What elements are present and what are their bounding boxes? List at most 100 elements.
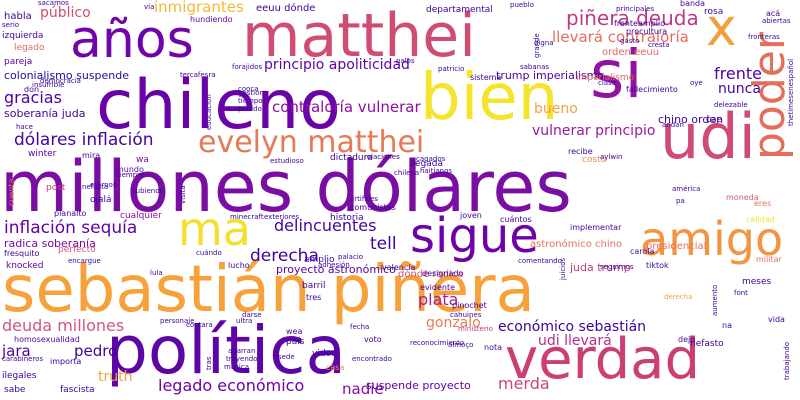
word-presidencial: presidencial: [646, 242, 706, 252]
word-truth: truth: [98, 370, 132, 384]
word-implementar: implementar: [570, 224, 621, 232]
word-via: vía: [144, 4, 154, 11]
word-frente: frente: [714, 66, 762, 82]
word-delezable: delezable: [714, 102, 748, 109]
word-comunistas: comunistas: [350, 204, 396, 212]
word-artifices: artifices: [350, 196, 378, 203]
word-ojala: ojalá: [90, 196, 112, 205]
word-sabanas: sabanas: [520, 64, 549, 71]
word-agarran: agarran: [228, 348, 255, 355]
word-hace: hace: [16, 124, 33, 131]
word-legado-economico: legado económico: [158, 378, 304, 394]
word-oye: oye: [690, 80, 703, 87]
word-seguimos: seguimos: [600, 264, 634, 271]
word-anos: años: [70, 14, 194, 66]
word-tres: tres: [306, 294, 321, 302]
word-fascista: fascista: [60, 386, 95, 395]
word-video: video: [312, 350, 337, 359]
word-font: font: [734, 290, 748, 297]
word-perfecto: perfecto: [58, 246, 96, 255]
word-joven: joven: [460, 212, 482, 220]
word-abiertas: abiertas: [762, 18, 791, 25]
word-barril: barril: [302, 282, 325, 291]
word-deuda-millones: deuda millones: [2, 318, 124, 334]
word-sacamos: sacamos: [38, 0, 69, 7]
word-cuantos: cuántos: [500, 216, 532, 224]
word-almoco: almoço: [448, 342, 473, 349]
word-ministerio: ministerio: [458, 326, 493, 333]
word-derecha-small: derecha: [664, 294, 692, 301]
word-haitianos: haitianos: [420, 168, 452, 175]
word-orden-eeuu: orden eeuu: [602, 48, 659, 58]
word-voto: voto: [364, 336, 382, 344]
word-nefasto: nefasto: [690, 340, 724, 349]
word-palacio: palacio: [338, 254, 363, 261]
word-fresquito: fresquito: [4, 250, 39, 258]
word-post: post: [46, 184, 65, 193]
word-importa: importa: [50, 358, 81, 366]
word-sede: sede: [278, 354, 295, 361]
word-politica: política: [106, 318, 346, 384]
word-dolares-inflacion: dólares inflación: [14, 132, 154, 149]
word-bueno: bueno: [534, 102, 578, 116]
word-fallecimiento: fallecimiento: [626, 86, 678, 94]
word-carabineros: carabineros: [2, 356, 43, 363]
word-valencia: valencia: [382, 264, 415, 272]
word-carola: carola: [630, 248, 654, 256]
word-democracia: democracia: [40, 78, 81, 85]
word-nunca: nunca: [718, 82, 761, 96]
word-contraloria-vulnerar: contraloría vulnerar: [272, 100, 421, 115]
word-pueblo: pueblo: [510, 2, 534, 9]
word-serio: serio: [2, 22, 19, 29]
word-adhesion: adhesión: [318, 262, 350, 269]
word-fronteras: fronteras: [748, 34, 780, 41]
word-cuenta: cuenta: [8, 179, 16, 207]
word-ultra: ultra: [236, 318, 252, 325]
word-calidad: calidad: [746, 216, 775, 224]
word-minecraft: minecraft: [230, 214, 264, 221]
word-lula: lula: [150, 270, 163, 277]
word-wea: wea: [286, 328, 302, 336]
word-palos: palos: [396, 58, 415, 65]
word-trabajando: trabajando: [784, 342, 791, 380]
word-personaje: personaje: [160, 318, 195, 325]
word-educacion: educación: [206, 94, 213, 130]
word-wa: wa: [136, 156, 149, 165]
word-casa: casa: [326, 364, 344, 372]
word-astronomico-chino: astronómico chino: [530, 240, 622, 250]
word-exteriores: exteriores: [264, 214, 299, 221]
word-cuando: cuándo: [196, 250, 222, 257]
word-vulnerar-principio: vulnerar principio: [532, 124, 655, 138]
word-rosa: rosa: [704, 8, 723, 17]
word-tell: tell: [370, 236, 397, 253]
word-militar: militar: [756, 256, 782, 264]
word-principales: principales: [616, 6, 654, 13]
word-historia: historia: [330, 214, 364, 223]
word-sabe: sabe: [4, 386, 25, 395]
word-inmigrantes: inmigrantes: [154, 0, 244, 15]
word-cahuines: cahuines: [450, 312, 481, 319]
word-tiempo: tiempo: [238, 98, 263, 105]
word-hundiendo: hundiendo: [190, 16, 232, 24]
word-cresta: cresta: [648, 42, 670, 49]
word-thetimesenespanol: thetimesenespañol: [788, 59, 795, 126]
word-banda: banda: [680, 0, 705, 8]
word-digna: digna: [534, 40, 554, 47]
word-mira: mira: [82, 152, 100, 160]
word-pinochet: pinochet: [452, 302, 487, 310]
word-publico: público: [40, 6, 91, 20]
word-clase: clase: [598, 80, 616, 87]
word-subiendo: subiendo: [132, 188, 164, 195]
word-musica: musica: [224, 364, 249, 371]
word-cooca: cooca: [238, 86, 259, 93]
word-soberania-juda: soberanía juda: [4, 108, 86, 119]
word-evidente: evidente: [420, 284, 455, 292]
word-departamental: departamental: [426, 6, 493, 15]
word-siempre: siempre: [116, 172, 144, 179]
word-ilegales: ilegales: [2, 372, 37, 381]
word-tercafesra: tercafesra: [180, 72, 216, 79]
word-aylwin: aylwin: [600, 154, 622, 161]
word-pa: pa: [676, 198, 685, 205]
word-homosexualidad: homosexualidad: [14, 336, 80, 344]
word-patricio: patricio: [438, 66, 464, 73]
